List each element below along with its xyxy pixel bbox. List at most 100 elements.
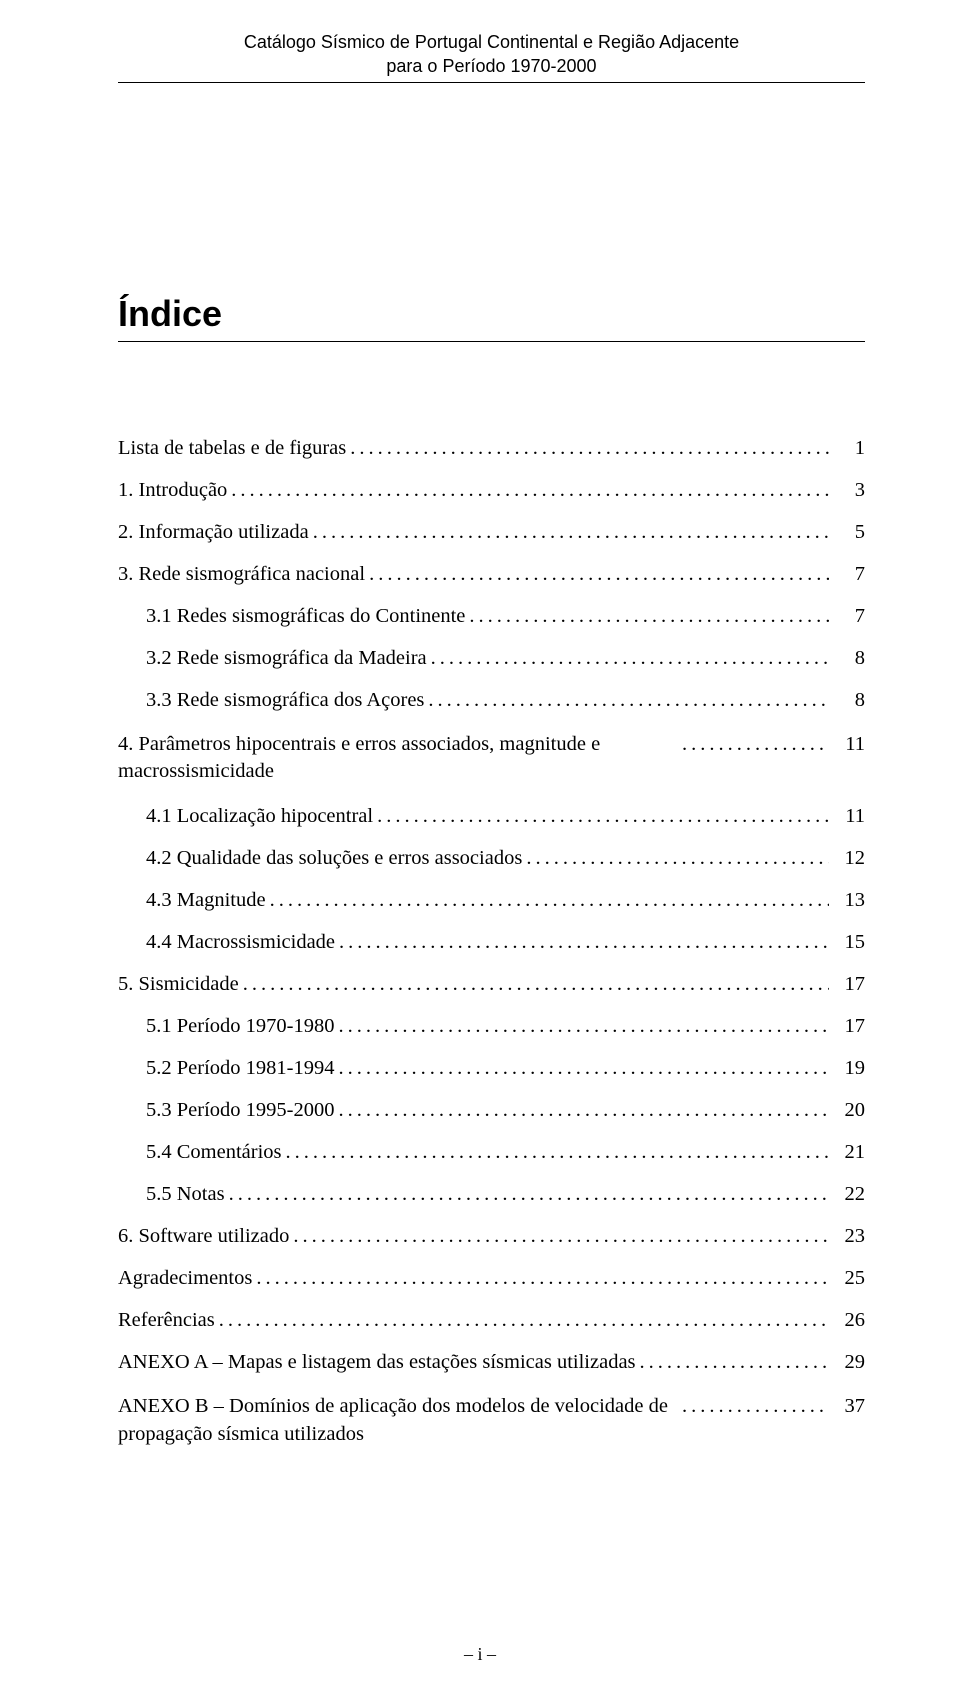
- page-header: Catálogo Sísmico de Portugal Continental…: [118, 30, 865, 83]
- toc-leader: [338, 1099, 829, 1122]
- toc-entry-label: 3.3 Rede sismográfica dos Açores: [118, 689, 428, 712]
- toc-entry-page: 17: [829, 1015, 865, 1038]
- toc-entry-label: 5.2 Período 1981-1994: [118, 1057, 338, 1080]
- toc-leader: [293, 1225, 829, 1248]
- toc-entry-page: 12: [829, 847, 865, 870]
- toc-leader: [682, 1395, 829, 1418]
- toc-entry: 3.3 Rede sismográfica dos Açores 8: [118, 689, 865, 712]
- toc-entry: 3. Rede sismográfica nacional 7: [118, 563, 865, 586]
- toc-entry-label: 5. Sismicidade: [118, 973, 243, 996]
- toc-entry-page: 3: [829, 479, 865, 502]
- header-rule: [118, 82, 865, 83]
- toc-leader: [243, 973, 829, 996]
- toc-entry-page: 21: [829, 1141, 865, 1164]
- toc-entry-label: ANEXO A – Mapas e listagem das estações …: [118, 1351, 640, 1374]
- toc-entry-label: 5.3 Período 1995-2000: [118, 1099, 338, 1122]
- toc-entry: 3.2 Rede sismográfica da Madeira 8: [118, 647, 865, 670]
- header-line-2: para o Período 1970-2000: [118, 54, 865, 78]
- toc-entry: 5.1 Período 1970-1980 17: [118, 1015, 865, 1038]
- toc-entry: 4.2 Qualidade das soluções e erros assoc…: [118, 847, 865, 870]
- toc-entry: 4.1 Localização hipocentral 11: [118, 805, 865, 828]
- toc-entry: 4.4 Macrossismicidade 15: [118, 931, 865, 954]
- toc-entry-page: 17: [829, 973, 865, 996]
- toc-entry-page: 19: [829, 1057, 865, 1080]
- toc-entry: 4. Parâmetros hipocentrais e erros assoc…: [118, 731, 865, 786]
- toc-entry: 1. Introdução 3: [118, 479, 865, 502]
- toc-entry-page: 13: [829, 889, 865, 912]
- toc-entry: 5.5 Notas 22: [118, 1183, 865, 1206]
- toc-entry-label: 3. Rede sismográfica nacional: [118, 563, 369, 586]
- toc-entry: 3.1 Redes sismográficas do Continente7: [118, 605, 865, 628]
- header-line-1: Catálogo Sísmico de Portugal Continental…: [118, 30, 865, 54]
- toc-leader: [339, 931, 829, 954]
- toc-entry-page: 11: [829, 733, 865, 756]
- toc-entry-page: 37: [829, 1395, 865, 1418]
- toc-entry: 5.3 Período 1995-2000 20: [118, 1099, 865, 1122]
- toc-entry: 5.2 Período 1981-1994 19: [118, 1057, 865, 1080]
- toc-leader: [313, 521, 829, 544]
- toc-entry-label: 2. Informação utilizada: [118, 521, 313, 544]
- toc-leader: [469, 605, 829, 628]
- toc-leader: [338, 1015, 829, 1038]
- toc-entry-page: 22: [829, 1183, 865, 1206]
- toc-entry-label: 4.3 Magnitude: [118, 889, 270, 912]
- table-of-contents: Lista de tabelas e de figuras 1 1. Introdu…: [118, 437, 865, 1449]
- toc-entry-label: 4.2 Qualidade das soluções e erros assoc…: [118, 847, 526, 870]
- toc-leader: [256, 1267, 829, 1290]
- toc-leader: [338, 1057, 829, 1080]
- toc-entry: ANEXO A – Mapas e listagem das estações …: [118, 1351, 865, 1374]
- toc-leader: [350, 437, 829, 460]
- toc-entry: 4.3 Magnitude 13: [118, 889, 865, 912]
- toc-entry-page: 15: [829, 931, 865, 954]
- page-footer: – i –: [0, 1644, 960, 1665]
- toc-entry-label: Referências: [118, 1309, 219, 1332]
- toc-leader: [219, 1309, 829, 1332]
- toc-leader: [431, 647, 829, 670]
- toc-entry-label: Agradecimentos: [118, 1267, 256, 1290]
- toc-entry-label: 5.4 Comentários: [118, 1141, 286, 1164]
- toc-entry-page: 29: [829, 1351, 865, 1374]
- toc-entry-label: ANEXO B – Domínios de aplicação dos mode…: [118, 1393, 682, 1448]
- toc-entry-label: 4.1 Localização hipocentral: [118, 805, 377, 828]
- toc-leader: [229, 1183, 829, 1206]
- toc-entry-page: 7: [829, 563, 865, 586]
- toc-entry-page: 5: [829, 521, 865, 544]
- title-block: Índice: [118, 293, 865, 342]
- toc-entry-label: 3.2 Rede sismográfica da Madeira: [118, 647, 431, 670]
- toc-entry-label: Lista de tabelas e de figuras: [118, 437, 350, 460]
- toc-entry-page: 8: [829, 689, 865, 712]
- toc-entry-label: 4. Parâmetros hipocentrais e erros assoc…: [118, 731, 682, 786]
- toc-entry-label: 6. Software utilizado: [118, 1225, 293, 1248]
- toc-entry-page: 23: [829, 1225, 865, 1248]
- toc-entry-page: 1: [829, 437, 865, 460]
- toc-entry: Lista de tabelas e de figuras 1: [118, 437, 865, 460]
- toc-entry: Agradecimentos 25: [118, 1267, 865, 1290]
- toc-leader: [231, 479, 829, 502]
- page-title: Índice: [118, 293, 865, 335]
- toc-entry-label: 1. Introdução: [118, 479, 231, 502]
- toc-entry: 6. Software utilizado 23: [118, 1225, 865, 1248]
- toc-entry-page: 25: [829, 1267, 865, 1290]
- toc-entry-label: 5.1 Período 1970-1980: [118, 1015, 338, 1038]
- toc-leader: [270, 889, 829, 912]
- toc-leader: [428, 689, 829, 712]
- toc-leader: [640, 1351, 829, 1374]
- toc-leader: [526, 847, 829, 870]
- toc-entry: Referências 26: [118, 1309, 865, 1332]
- toc-leader: [682, 733, 829, 756]
- toc-entry-page: 7: [829, 605, 865, 628]
- toc-leader: [286, 1141, 829, 1164]
- toc-leader: [377, 805, 829, 828]
- toc-entry: 5. Sismicidade 17: [118, 973, 865, 996]
- toc-entry: 5.4 Comentários 21: [118, 1141, 865, 1164]
- toc-entry: 2. Informação utilizada 5: [118, 521, 865, 544]
- title-rule: [118, 341, 865, 342]
- toc-entry-page: 20: [829, 1099, 865, 1122]
- toc-leader: [369, 563, 829, 586]
- page: Catálogo Sísmico de Portugal Continental…: [0, 0, 960, 1689]
- toc-entry-label: 5.5 Notas: [118, 1183, 229, 1206]
- toc-entry-page: 26: [829, 1309, 865, 1332]
- toc-entry-label: 4.4 Macrossismicidade: [118, 931, 339, 954]
- toc-entry-page: 8: [829, 647, 865, 670]
- toc-entry-page: 11: [829, 805, 865, 828]
